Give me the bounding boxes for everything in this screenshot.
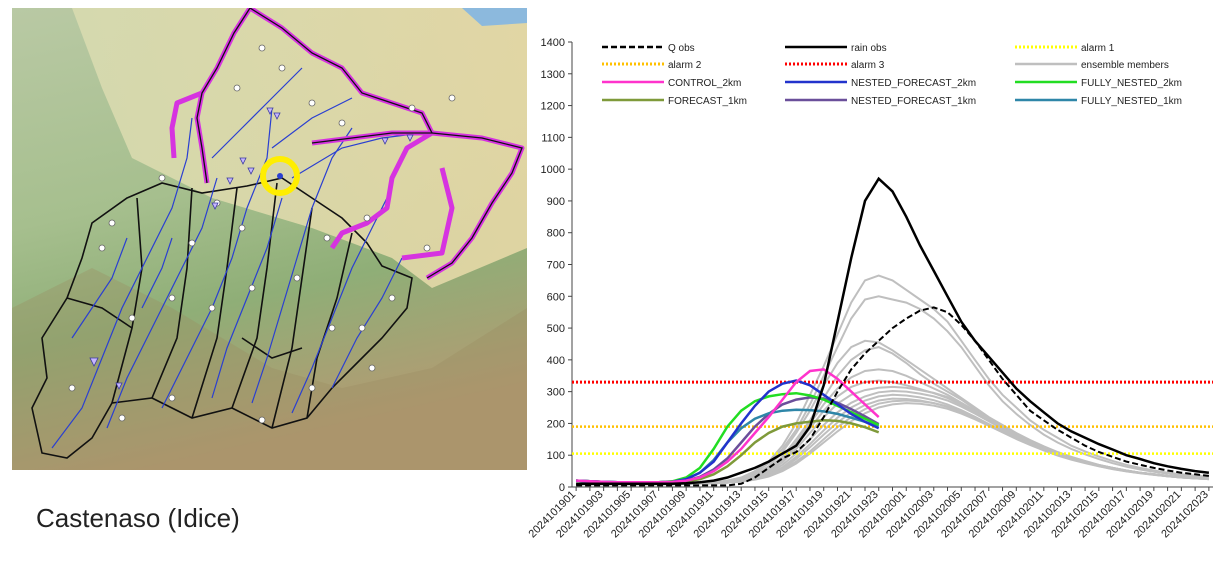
- y-tick-label: 600: [547, 291, 565, 303]
- legend-label: alarm 2: [668, 60, 702, 71]
- y-tick-label: 1200: [541, 101, 565, 113]
- y-tick-label: 400: [547, 355, 565, 367]
- map-caption: Castenaso (Idice): [36, 503, 240, 533]
- legend-label: NESTED_FORECAST_1km: [851, 96, 976, 107]
- y-tick-label: 500: [547, 323, 565, 335]
- y-tick-label: 800: [547, 228, 565, 240]
- hydrograph-svg: 0 100 200 300 400 500 600 700 800 900 1000 1100 1200…: [526, 37, 1213, 540]
- rain-obs-line: [576, 176, 1210, 486]
- nested-forecast-1km-line: [576, 396, 880, 484]
- legend-label: NESTED_FORECAST_2km: [851, 78, 976, 89]
- y-tick-label: 1000: [541, 164, 565, 176]
- y-tick-label: 300: [547, 387, 565, 399]
- legend-label: alarm 3: [851, 60, 885, 71]
- legend-label: CONTROL_2km: [668, 78, 741, 89]
- y-tick-label: 1300: [541, 69, 565, 81]
- station-markers: [68, 44, 456, 424]
- legend-label: ensemble members: [1081, 60, 1169, 71]
- highlight-circle: [260, 156, 300, 196]
- ensemble-member-line: [576, 397, 1209, 486]
- y-tick-label: 900: [547, 196, 565, 208]
- Q-obs-line: [576, 306, 1210, 487]
- y-tick-label: 100: [547, 450, 565, 462]
- ensemble-member-line: [576, 402, 1209, 486]
- legend-label: alarm 1: [1081, 43, 1115, 54]
- ensemble-member-line: [576, 399, 1209, 486]
- legend-label: Q obs: [668, 43, 695, 54]
- y-tick-label: 1400: [541, 37, 565, 49]
- control-2km-line: [576, 368, 880, 484]
- legend-label: FORECAST_1km: [668, 96, 747, 107]
- basin-map-image: [12, 5, 612, 470]
- legend-label: FULLY_NESTED_2km: [1081, 78, 1182, 89]
- y-tick-label: 1100: [541, 132, 565, 144]
- triangle-markers: [89, 107, 414, 390]
- y-tick-label: 200: [547, 418, 565, 430]
- basin-map: [12, 5, 612, 470]
- ensemble-member-line: [576, 393, 1209, 486]
- legend-label: FULLY_NESTED_1km: [1081, 96, 1182, 107]
- hydrograph-chart: 0 100 200 300 400 500 600 700 800 900 1000 1100 1200…: [520, 30, 1220, 562]
- legend-label: rain obs: [851, 43, 887, 54]
- y-tick-label: 0: [559, 482, 565, 494]
- y-tick-label: 700: [547, 260, 565, 272]
